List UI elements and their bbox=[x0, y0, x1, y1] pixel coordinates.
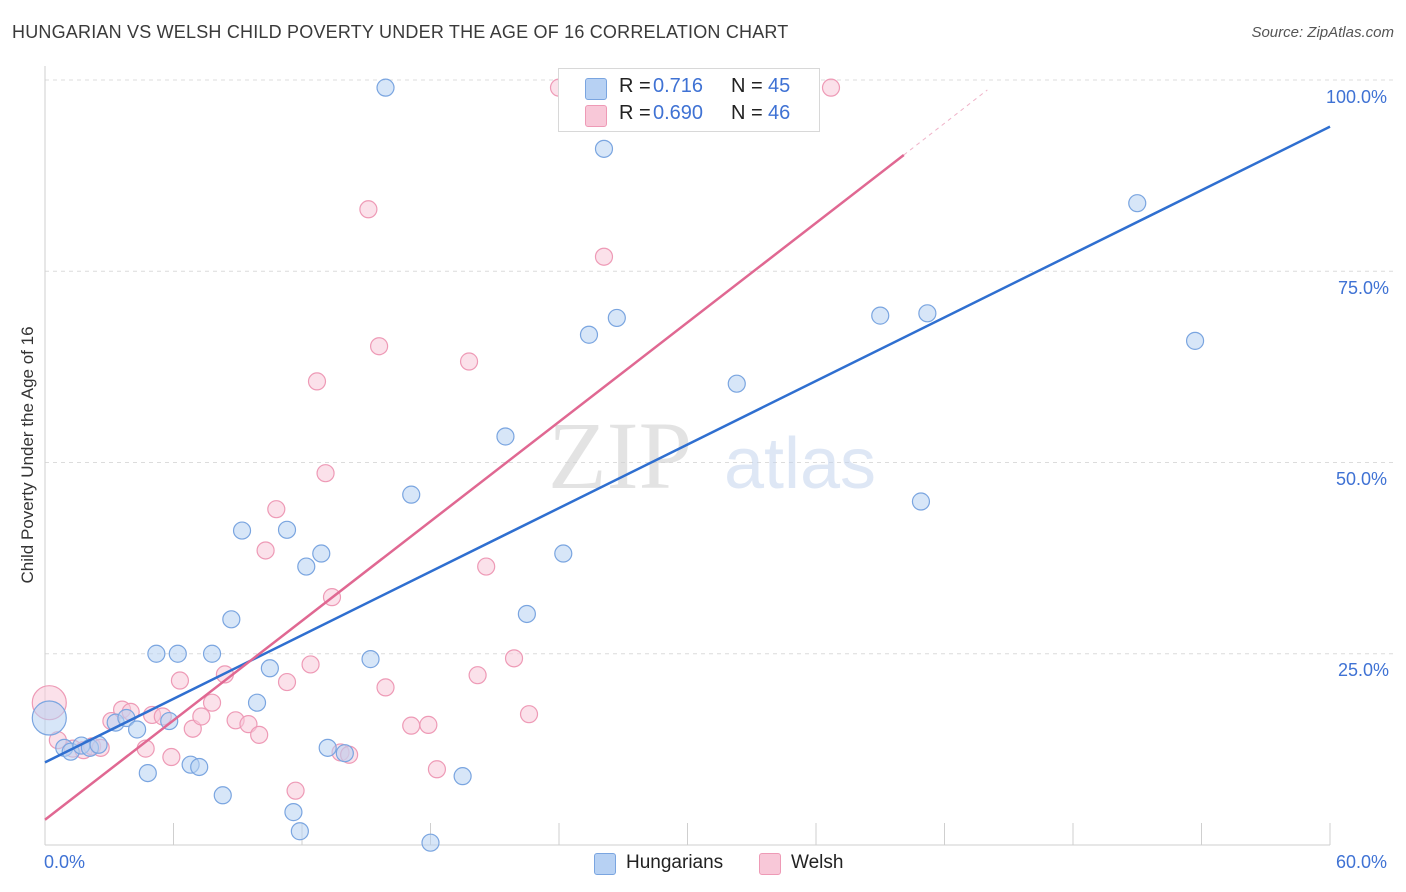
correlation-legend: R = 0.716 N = 45 R = 0.690 N = 46 bbox=[558, 68, 820, 132]
data-point bbox=[316, 464, 335, 483]
data-point bbox=[421, 833, 440, 852]
data-point bbox=[213, 786, 232, 805]
hungarians-swatch bbox=[594, 853, 616, 875]
data-point bbox=[147, 644, 166, 663]
data-point bbox=[335, 744, 354, 763]
data-point bbox=[138, 763, 157, 783]
data-point bbox=[256, 541, 275, 560]
x-axis-max-label: 60.0% bbox=[1336, 852, 1388, 872]
data-point bbox=[419, 715, 438, 734]
data-point bbox=[284, 803, 303, 822]
data-point bbox=[301, 655, 320, 674]
x-axis-min-label: 0.0% bbox=[44, 852, 86, 872]
data-point bbox=[727, 374, 746, 393]
data-point bbox=[286, 781, 305, 800]
data-point bbox=[202, 693, 222, 712]
data-point bbox=[517, 604, 536, 624]
n-value: 46 bbox=[768, 102, 791, 124]
data-point bbox=[402, 716, 421, 735]
r-value: 0.716 bbox=[653, 75, 704, 97]
data-point bbox=[192, 707, 211, 726]
hungarians-swatch bbox=[585, 78, 607, 100]
welsh-trend-line bbox=[44, 153, 905, 821]
y-tick-label: 100.0% bbox=[1326, 87, 1388, 107]
source-label: Source: ZipAtlas.com bbox=[1251, 24, 1394, 41]
data-point bbox=[250, 725, 269, 744]
y-tick-label: 75.0% bbox=[1338, 278, 1390, 298]
welsh-points bbox=[31, 78, 841, 800]
data-point bbox=[290, 822, 309, 841]
data-point bbox=[468, 666, 487, 685]
data-point bbox=[127, 720, 147, 739]
data-point bbox=[496, 427, 515, 446]
gridlines bbox=[45, 79, 1395, 655]
data-point bbox=[871, 306, 890, 325]
data-point bbox=[376, 78, 395, 97]
data-point bbox=[911, 492, 931, 511]
data-point bbox=[31, 700, 67, 736]
data-point bbox=[504, 649, 524, 668]
welsh-swatch bbox=[585, 105, 607, 127]
data-point bbox=[318, 738, 337, 757]
hungarian-points bbox=[31, 78, 1205, 852]
data-point bbox=[607, 308, 626, 328]
data-point bbox=[359, 200, 378, 219]
n-value: 45 bbox=[768, 75, 791, 97]
data-point bbox=[821, 78, 841, 97]
data-point bbox=[247, 693, 267, 712]
data-point bbox=[594, 247, 614, 266]
data-point bbox=[277, 672, 297, 692]
data-point bbox=[1185, 331, 1205, 350]
data-point bbox=[168, 644, 187, 663]
data-point bbox=[402, 485, 421, 504]
hungarians-trend-line bbox=[44, 125, 1331, 764]
data-point bbox=[459, 352, 479, 371]
data-point bbox=[594, 139, 614, 158]
data-point bbox=[312, 544, 331, 563]
data-point bbox=[297, 557, 316, 576]
data-point bbox=[277, 520, 297, 539]
data-point bbox=[376, 678, 395, 697]
series-legend: Hungarians Welsh bbox=[0, 852, 1406, 878]
r-value: 0.690 bbox=[653, 102, 704, 124]
data-point bbox=[267, 500, 286, 519]
data-point bbox=[222, 610, 241, 629]
data-point bbox=[239, 715, 258, 734]
data-point bbox=[477, 557, 496, 576]
data-point bbox=[361, 650, 380, 669]
y-tick-label: 50.0% bbox=[1336, 469, 1388, 489]
data-point bbox=[453, 767, 472, 786]
data-point bbox=[170, 671, 190, 690]
data-point bbox=[1128, 194, 1147, 213]
data-point bbox=[232, 521, 252, 540]
y-axis-label: Child Poverty Under the Age of 16 bbox=[18, 326, 37, 584]
legend-label: Welsh bbox=[791, 852, 844, 873]
r-label: R = bbox=[619, 75, 651, 97]
data-point bbox=[162, 747, 181, 767]
watermark-zip: ZIP bbox=[548, 402, 692, 509]
data-point bbox=[370, 337, 389, 356]
welsh-swatch bbox=[759, 853, 781, 875]
data-point bbox=[260, 659, 279, 678]
n-label: N = bbox=[731, 102, 763, 124]
r-label: R = bbox=[619, 102, 651, 124]
trend-lines bbox=[44, 89, 1331, 821]
data-point bbox=[190, 757, 209, 777]
data-point bbox=[554, 544, 573, 563]
data-point bbox=[307, 372, 327, 391]
data-point bbox=[579, 325, 599, 344]
welsh-trend-extension bbox=[903, 89, 988, 156]
data-point bbox=[918, 304, 937, 323]
legend-label: Hungarians bbox=[626, 852, 724, 873]
data-point bbox=[427, 760, 447, 779]
data-point bbox=[519, 705, 539, 724]
data-point bbox=[202, 644, 222, 663]
watermark-atlas: atlas bbox=[724, 424, 876, 504]
y-tick-label: 25.0% bbox=[1338, 660, 1390, 680]
chart-title: HUNGARIAN VS WELSH CHILD POVERTY UNDER T… bbox=[12, 22, 789, 42]
n-label: N = bbox=[731, 75, 763, 97]
